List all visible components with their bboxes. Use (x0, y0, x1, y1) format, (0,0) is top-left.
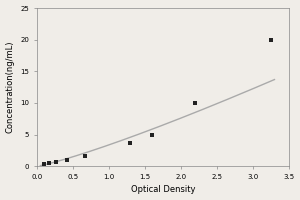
Point (64, 158, 69, 162)
Point (150, 133, 154, 136)
Point (268, 38, 273, 41)
Point (46, 162, 51, 165)
Point (82, 155, 87, 158)
Point (128, 141, 133, 144)
Point (193, 101, 198, 105)
Y-axis label: Concentration(ng/mL): Concentration(ng/mL) (6, 41, 15, 133)
Point (54, 161, 58, 164)
X-axis label: Optical Density: Optical Density (130, 185, 195, 194)
Point (42, 163, 46, 166)
